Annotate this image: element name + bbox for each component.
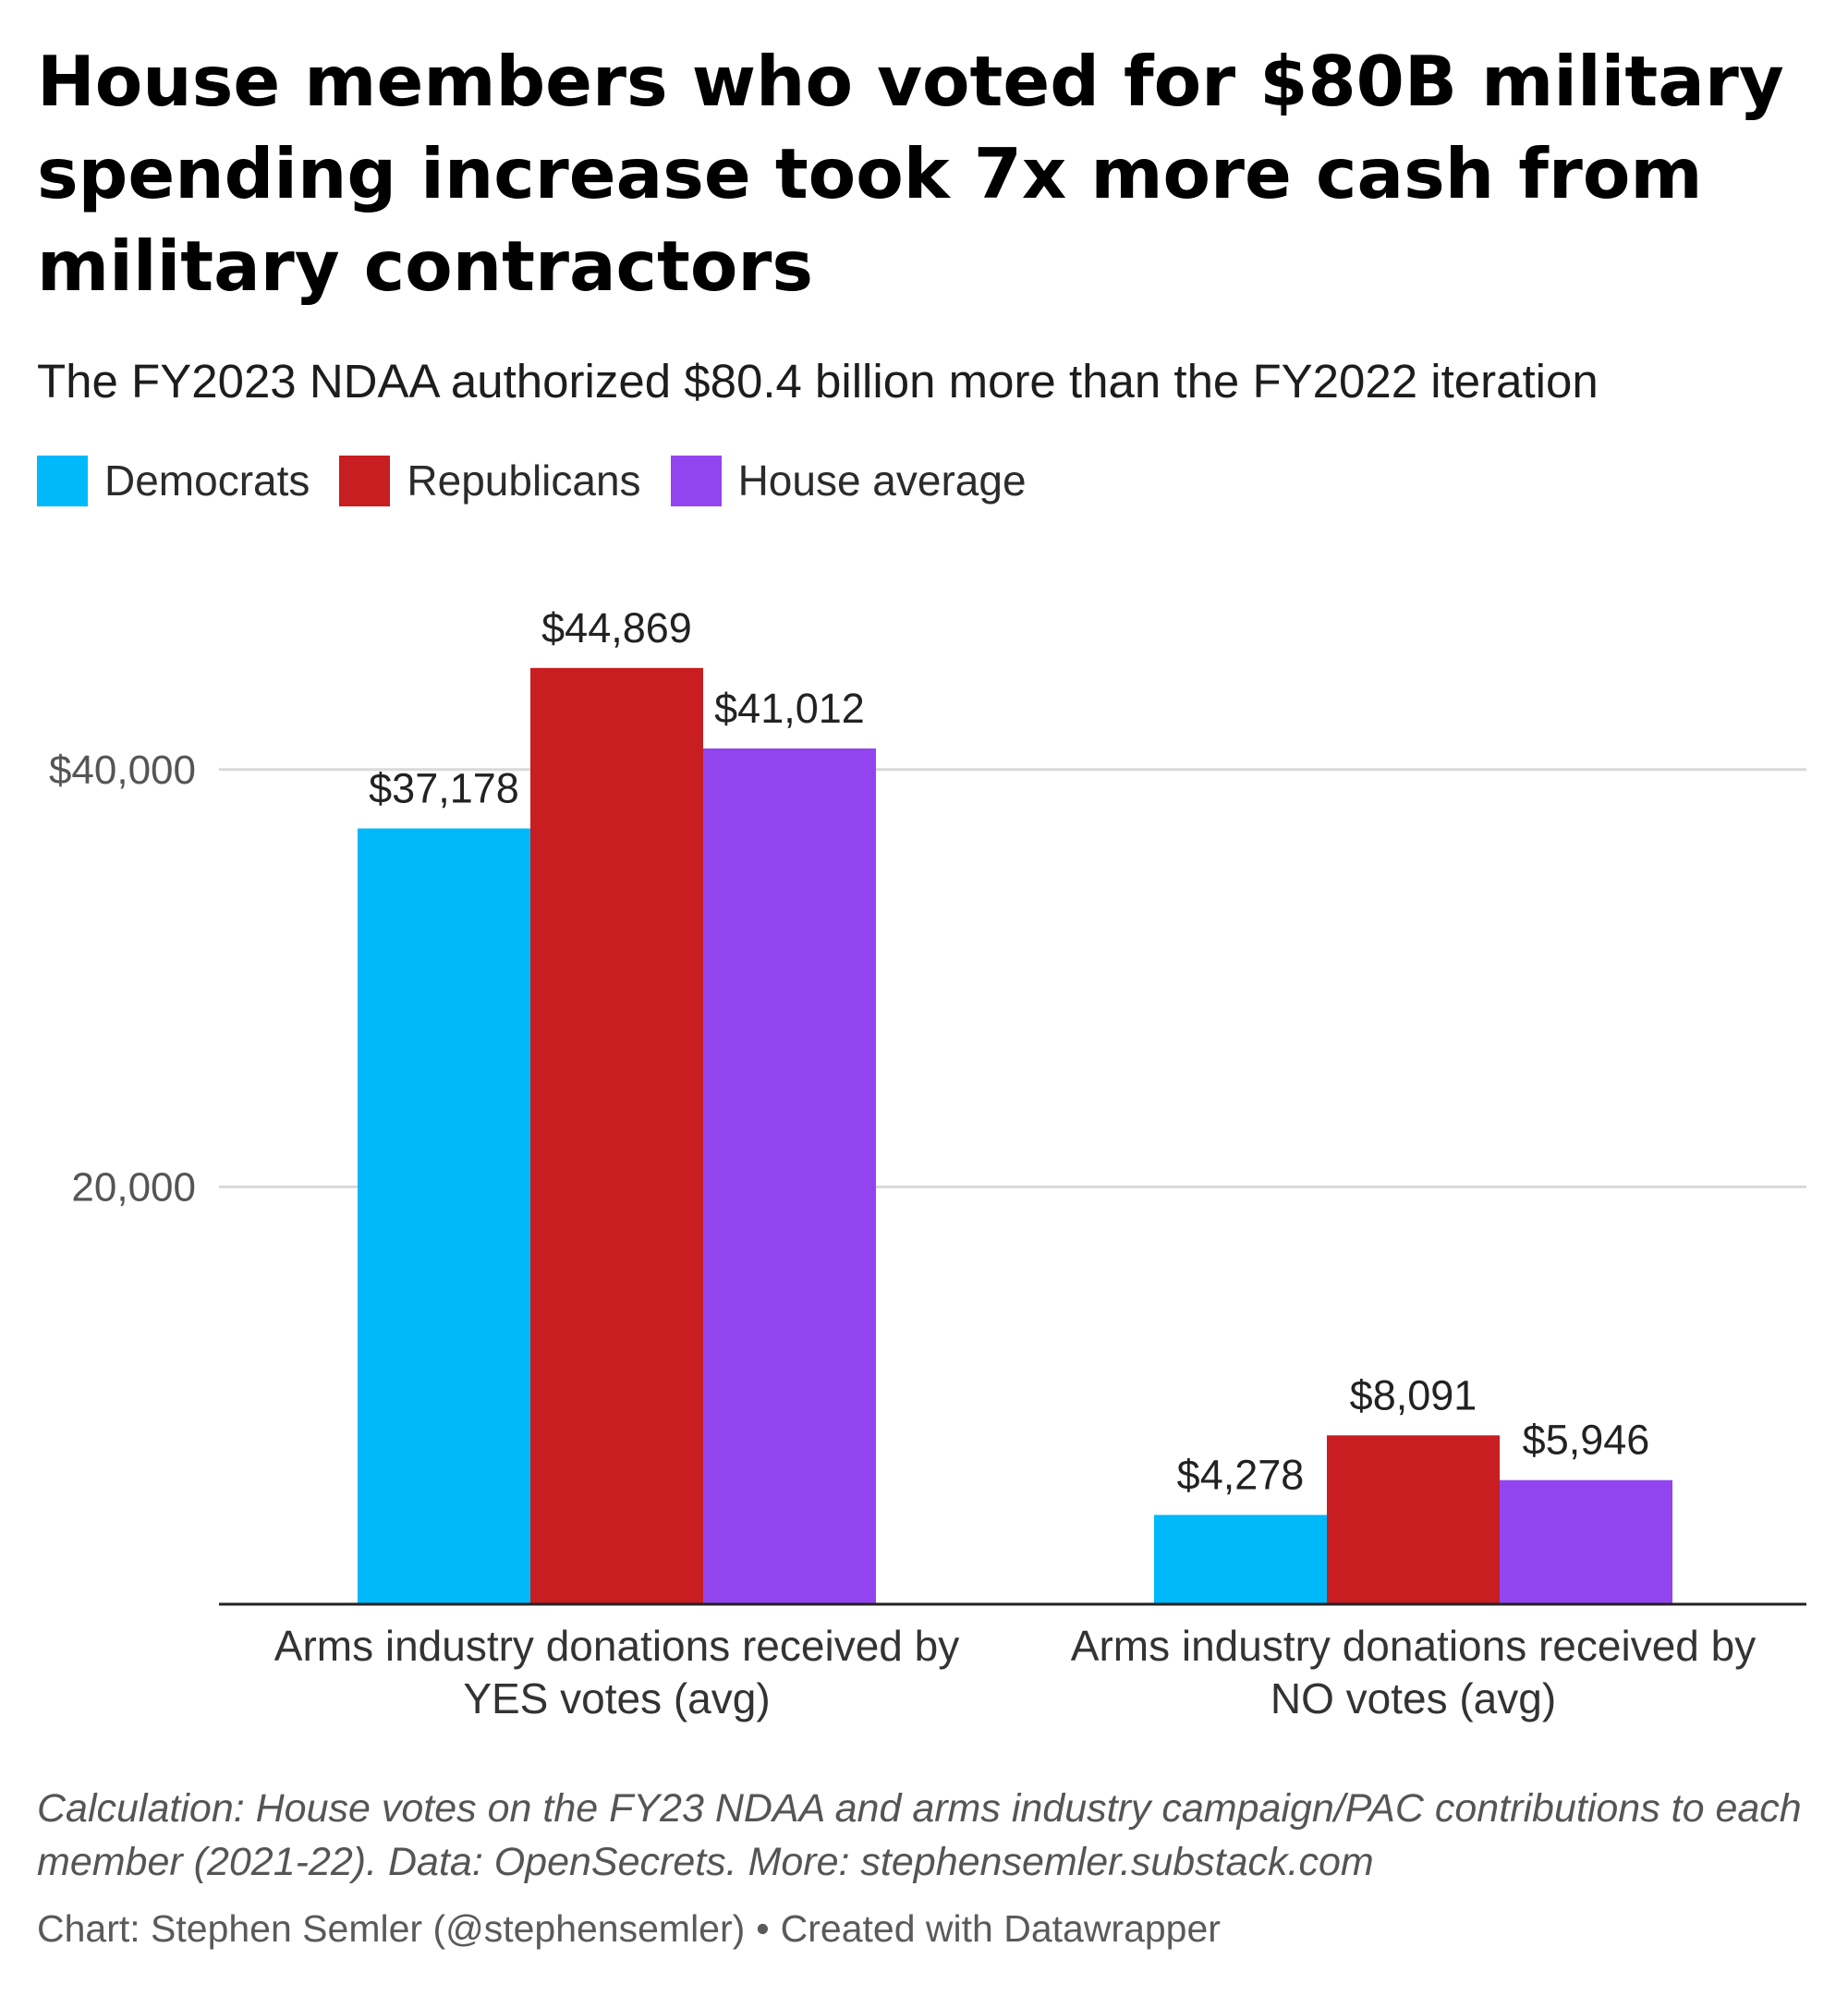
legend-item-republicans: Republicans xyxy=(339,455,641,506)
bar-value-label: $5,946 xyxy=(1523,1417,1650,1464)
chart-tool-credit: Created with Datawrapper xyxy=(780,1907,1221,1950)
x-category-label: Arms industry donations received by NO vo… xyxy=(1071,1622,1756,1722)
legend-label-house-average: House average xyxy=(737,456,1027,505)
bar xyxy=(1327,1435,1500,1604)
bar-value-label: $8,091 xyxy=(1350,1371,1477,1418)
byline-separator: • xyxy=(756,1907,770,1950)
chart-credit: Chart: Stephen Semler (@stephensemler) xyxy=(37,1907,746,1950)
bar xyxy=(1500,1479,1672,1604)
x-category-label-line: NO votes (avg) xyxy=(1270,1674,1556,1722)
chart-notes: Calculation: House votes on the FY23 NDA… xyxy=(37,1786,1802,1884)
bar-chart: 20,000 $40,000 $37,178 $4,278 $44,869 $8,091 $… xyxy=(49,604,1806,1722)
x-category-label-line: Arms industry donations received by xyxy=(1071,1622,1756,1670)
legend-swatch-republicans xyxy=(339,455,391,506)
chart-byline: Chart: Stephen Semler (@stephensemler) • C… xyxy=(37,1902,1820,1955)
x-category-label-line: Arms industry donations received by xyxy=(274,1622,959,1670)
legend: Democrats Republicans House average xyxy=(37,453,1056,508)
legend-swatch-democrats xyxy=(37,455,88,506)
chart-title: House members who voted for $80B militar… xyxy=(37,41,1784,307)
bar-value-label: $4,278 xyxy=(1177,1451,1305,1498)
chart-subtitle: The FY2023 NDAA authorized $80.4 billion… xyxy=(37,355,1599,408)
bar xyxy=(530,667,703,1604)
legend-label-republicans: Republicans xyxy=(407,456,641,505)
legend-swatch-house-average xyxy=(670,455,722,506)
bar xyxy=(1154,1515,1327,1604)
legend-label-democrats: Democrats xyxy=(104,456,310,505)
x-category-label-line: YES votes (avg) xyxy=(463,1674,770,1722)
legend-item-house-average: House average xyxy=(670,455,1027,506)
y-tick-label: $40,000 xyxy=(49,748,196,793)
bar-value-label: $44,869 xyxy=(541,604,692,651)
y-tick-label: 20,000 xyxy=(71,1164,196,1210)
legend-item-democrats: Democrats xyxy=(37,455,310,506)
bar xyxy=(703,748,876,1604)
bar-value-label: $41,012 xyxy=(714,685,865,732)
x-category-label: Arms industry donations received by YES v… xyxy=(274,1622,959,1722)
bar-value-label: $37,178 xyxy=(369,765,519,812)
bar xyxy=(358,828,530,1604)
